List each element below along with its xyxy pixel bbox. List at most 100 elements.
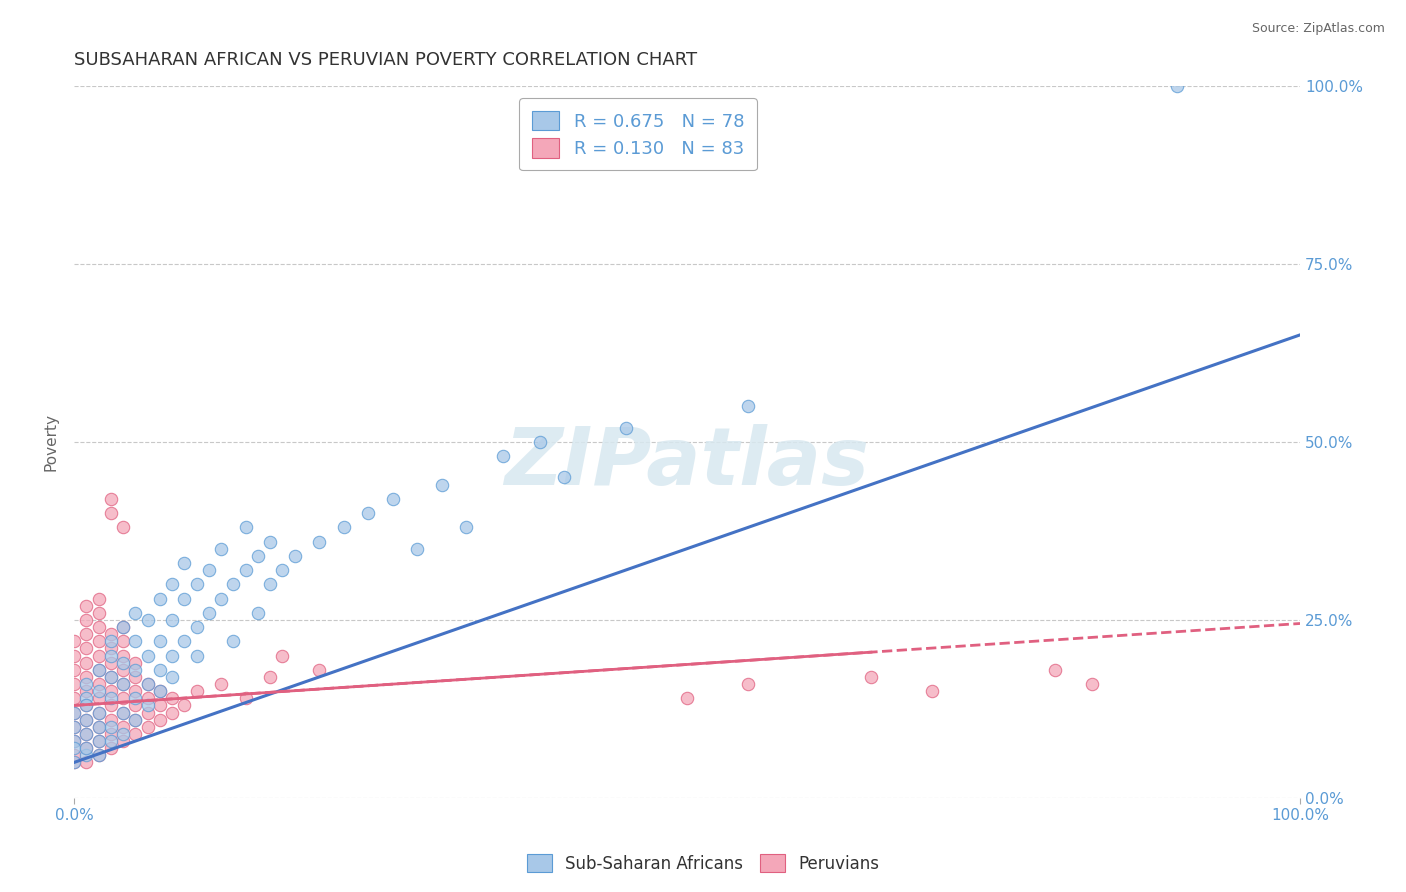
Point [100, 741, 122, 756]
Point [308, 534, 330, 549]
Point [100, 720, 122, 734]
Legend: Sub-Saharan Africans, Peruvians: Sub-Saharan Africans, Peruvians [520, 847, 886, 880]
Point [859, 670, 882, 684]
Point [124, 670, 146, 684]
Point [100, 698, 122, 713]
Point [63, 741, 86, 756]
Point [63, 648, 86, 663]
Point [136, 677, 159, 691]
Point [63, 663, 86, 677]
Point [75, 656, 97, 670]
Point [246, 549, 269, 563]
Point [100, 491, 122, 506]
Point [112, 720, 135, 734]
Legend: R = 0.675   N = 78, R = 0.130   N = 83: R = 0.675 N = 78, R = 0.130 N = 83 [519, 98, 756, 170]
Point [614, 420, 637, 434]
Point [63, 634, 86, 648]
Point [112, 727, 135, 741]
Point [87, 720, 110, 734]
Point [63, 677, 86, 691]
Point [63, 734, 86, 748]
Point [173, 591, 195, 606]
Text: SUBSAHARAN AFRICAN VS PERUVIAN POVERTY CORRELATION CHART: SUBSAHARAN AFRICAN VS PERUVIAN POVERTY C… [75, 51, 697, 69]
Point [149, 684, 172, 698]
Point [136, 648, 159, 663]
Point [87, 663, 110, 677]
Point [160, 648, 183, 663]
Point [529, 434, 551, 449]
Point [63, 756, 86, 770]
Point [63, 691, 86, 706]
Point [430, 477, 453, 491]
Point [75, 741, 97, 756]
Point [333, 520, 356, 534]
Point [136, 720, 159, 734]
Point [492, 449, 515, 463]
Point [173, 556, 195, 570]
Point [75, 670, 97, 684]
Point [100, 634, 122, 648]
Point [259, 670, 281, 684]
Point [75, 641, 97, 656]
Point [112, 691, 135, 706]
Point [124, 691, 146, 706]
Point [100, 684, 122, 698]
Point [124, 606, 146, 620]
Point [87, 748, 110, 763]
Point [136, 677, 159, 691]
Point [75, 599, 97, 613]
Point [75, 677, 97, 691]
Point [456, 520, 478, 534]
Point [100, 506, 122, 520]
Point [75, 698, 97, 713]
Point [160, 670, 183, 684]
Point [173, 634, 195, 648]
Point [271, 563, 294, 577]
Point [222, 634, 245, 648]
Point [676, 691, 699, 706]
Point [235, 691, 257, 706]
Point [112, 634, 135, 648]
Point [75, 756, 97, 770]
Point [112, 663, 135, 677]
Point [198, 563, 221, 577]
Point [75, 713, 97, 727]
Point [160, 613, 183, 627]
Point [136, 706, 159, 720]
Point [112, 648, 135, 663]
Point [149, 663, 172, 677]
Point [63, 748, 86, 763]
Point [737, 677, 759, 691]
Point [112, 520, 135, 534]
Point [112, 677, 135, 691]
Y-axis label: Poverty: Poverty [44, 413, 58, 471]
Point [136, 691, 159, 706]
Point [198, 606, 221, 620]
Point [136, 613, 159, 627]
Point [87, 706, 110, 720]
Point [75, 741, 97, 756]
Point [209, 591, 232, 606]
Point [259, 577, 281, 591]
Point [75, 627, 97, 641]
Point [63, 706, 86, 720]
Point [112, 706, 135, 720]
Point [1043, 663, 1066, 677]
Point [186, 577, 208, 591]
Point [75, 748, 97, 763]
Point [87, 606, 110, 620]
Point [87, 591, 110, 606]
Point [149, 713, 172, 727]
Point [112, 620, 135, 634]
Point [112, 620, 135, 634]
Point [112, 677, 135, 691]
Point [112, 706, 135, 720]
Point [87, 691, 110, 706]
Point [112, 656, 135, 670]
Point [75, 691, 97, 706]
Point [173, 698, 195, 713]
Point [63, 720, 86, 734]
Point [149, 634, 172, 648]
Point [186, 620, 208, 634]
Point [100, 670, 122, 684]
